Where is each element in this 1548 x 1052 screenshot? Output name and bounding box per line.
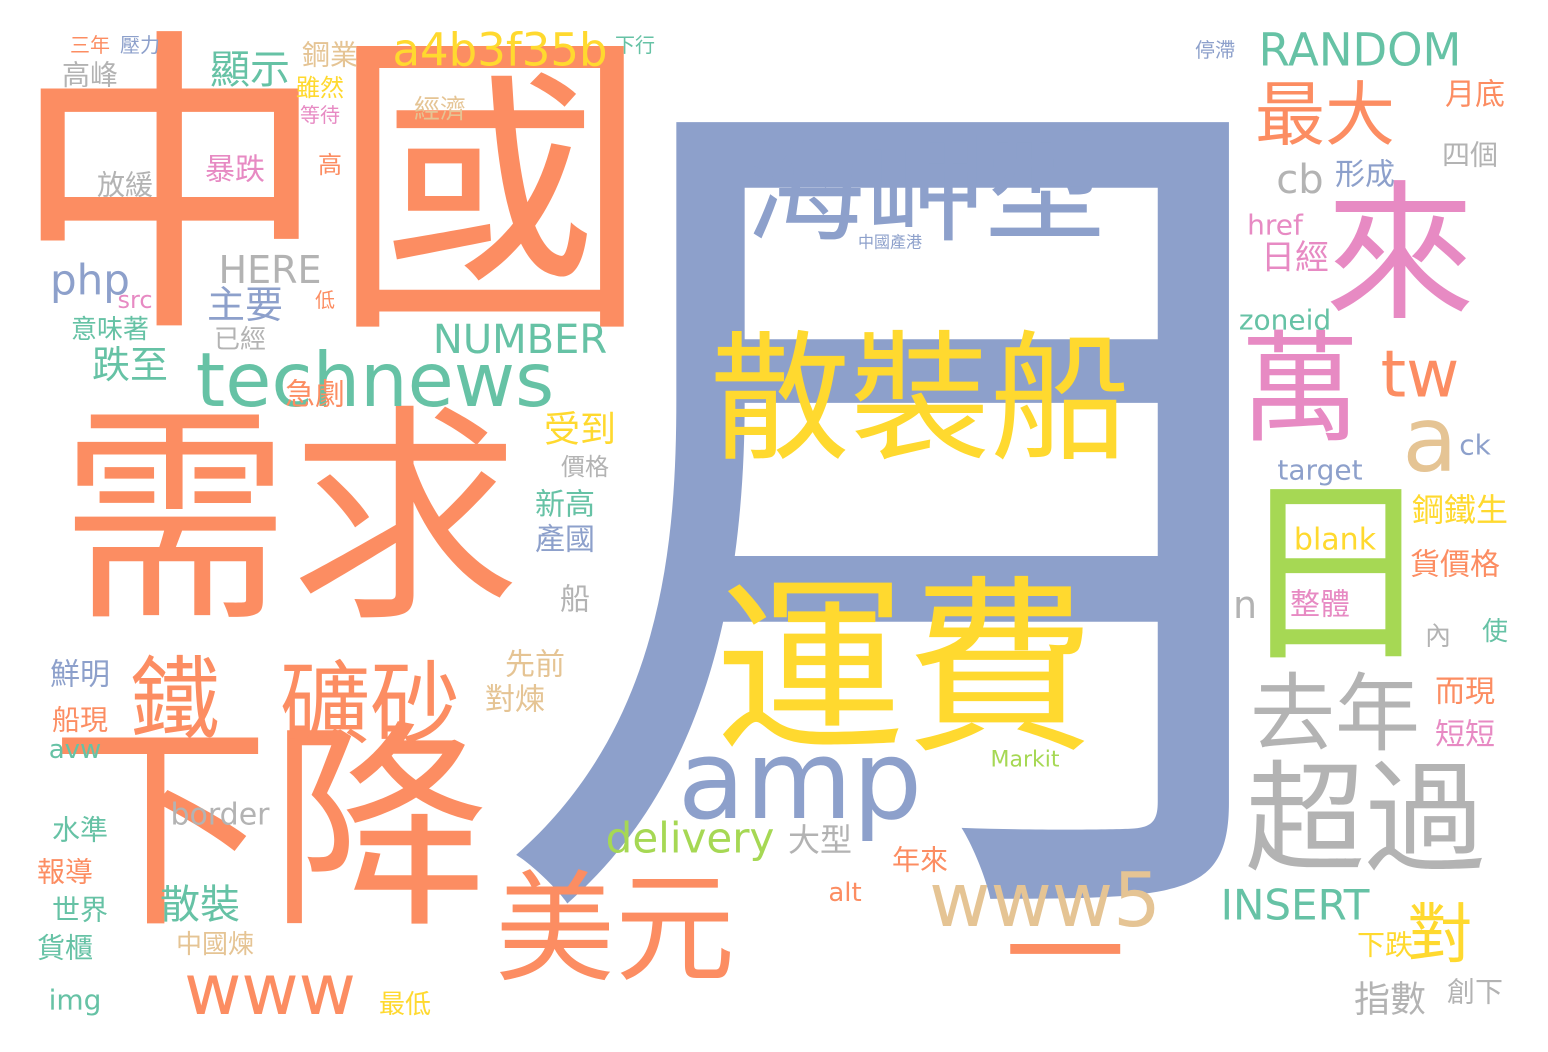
word-45: target — [1277, 454, 1362, 487]
word-83: 三年 — [70, 33, 110, 57]
word-49: 整體 — [1290, 588, 1350, 623]
word-73: 內 — [1425, 622, 1451, 652]
word-47: 鋼鐵生 — [1412, 491, 1508, 529]
word-22: a4b3f35b — [392, 24, 607, 77]
word-41: blank — [1294, 523, 1377, 558]
word-78: 等待 — [300, 103, 340, 127]
word-56: 對煉 — [485, 683, 545, 718]
word-44: zoneid — [1239, 304, 1331, 337]
word-33: 主要 — [207, 283, 283, 327]
word-66: 年來 — [892, 844, 948, 877]
word-37: 散裝 — [160, 882, 240, 928]
word-93: 價格 — [561, 453, 609, 481]
word-92: 船 — [560, 583, 590, 618]
word-68: alt — [828, 878, 861, 908]
word-85: 下行 — [615, 33, 655, 57]
word-23: RANDOM — [1259, 24, 1462, 77]
word-70: 短短 — [1435, 718, 1495, 753]
word-88: 意味著 — [71, 315, 149, 345]
word-53: 新高 — [535, 488, 595, 523]
word-2: 需求 — [60, 387, 520, 654]
word-74: 使 — [1482, 617, 1508, 647]
word-46: 形成 — [1335, 158, 1395, 193]
word-94: Markit — [991, 748, 1060, 773]
word-48: 貨價格 — [1410, 548, 1500, 583]
word-12: 超過 — [1245, 751, 1485, 890]
word-28: INSERT — [1221, 881, 1370, 930]
word-42: 日經 — [1261, 238, 1329, 278]
word-95: 中國產港 — [858, 233, 922, 252]
word-82: 經濟 — [414, 95, 466, 125]
word-24: tw — [1381, 338, 1460, 413]
word-31: cb — [1276, 157, 1323, 203]
word-80: 暴跌 — [205, 153, 265, 188]
word-62: 貨櫃 — [37, 932, 93, 965]
word-71: 下跌 — [1357, 929, 1413, 962]
word-57: 鮮明 — [50, 658, 110, 693]
word-30: HERE — [219, 248, 322, 292]
word-67: avw — [49, 735, 102, 765]
word-18: 去年 — [1250, 666, 1420, 765]
word-75: ck — [1459, 429, 1491, 462]
word-27: NUMBER — [433, 317, 607, 363]
word-11: 美元 — [495, 861, 735, 1000]
word-54: 產國 — [535, 523, 595, 558]
word-3: 下降 — [50, 702, 490, 958]
word-89: 已經 — [214, 325, 266, 355]
word-51: 月底 — [1445, 78, 1505, 113]
word-15: 礦砂 — [280, 653, 460, 758]
word-65: 最低 — [379, 990, 431, 1020]
word-39: 大型 — [788, 821, 852, 859]
word-19: www — [184, 949, 356, 1031]
word-10: 萬 — [1240, 321, 1360, 460]
word-81: 放緩 — [97, 169, 153, 202]
word-32: 顯示 — [210, 47, 290, 93]
word-17: www5 — [929, 856, 1161, 944]
word-77: 雖然 — [296, 74, 344, 102]
word-0: 月 — [490, 0, 1390, 1044]
word-1: 中國 — [10, 4, 650, 376]
word-58: 船現 — [52, 704, 108, 737]
word-40: 指數 — [1354, 980, 1426, 1021]
word-6: 海岬型 — [745, 121, 1105, 260]
word-91: 高 — [318, 151, 342, 179]
word-9: 一 — [1005, 886, 1125, 1025]
word-36: 受到 — [544, 410, 616, 451]
word-87: src — [117, 286, 152, 314]
word-84: 壓力 — [120, 33, 160, 57]
word-29: php — [50, 256, 130, 305]
word-34: 跌至 — [92, 343, 168, 387]
word-43: href — [1247, 209, 1304, 242]
word-13: amp — [678, 716, 922, 844]
word-79: 高峰 — [62, 59, 118, 92]
word-21: a — [1402, 388, 1457, 493]
word-61: 世界 — [52, 894, 108, 927]
word-4: 運費 — [715, 560, 1095, 781]
word-69: 而現 — [1435, 675, 1495, 710]
word-16: technews — [196, 336, 554, 424]
word-7: 來 — [1325, 168, 1475, 342]
word-35: 急劇 — [285, 378, 345, 413]
word-59: 水準 — [52, 814, 108, 847]
word-8: 日 — [1235, 459, 1435, 692]
word-63: img — [49, 984, 102, 1017]
word-90: 低 — [315, 288, 335, 312]
word-26: delivery — [606, 814, 775, 863]
word-20: 最大 — [1255, 74, 1395, 156]
word-5: 散裝船 — [710, 319, 1130, 482]
word-50: n — [1233, 583, 1257, 627]
word-14: 鐵 — [130, 648, 220, 753]
word-64: 中國煉 — [176, 930, 254, 960]
word-25: 對 — [1407, 898, 1472, 973]
word-72: 創下 — [1447, 976, 1503, 1009]
word-55: 先前 — [505, 648, 565, 683]
word-52: 四個 — [1442, 139, 1498, 172]
word-38: border — [170, 798, 270, 833]
word-60: 報導 — [37, 856, 93, 889]
word-76: 鋼業 — [302, 39, 358, 72]
word-86: 停滯 — [1195, 38, 1235, 62]
